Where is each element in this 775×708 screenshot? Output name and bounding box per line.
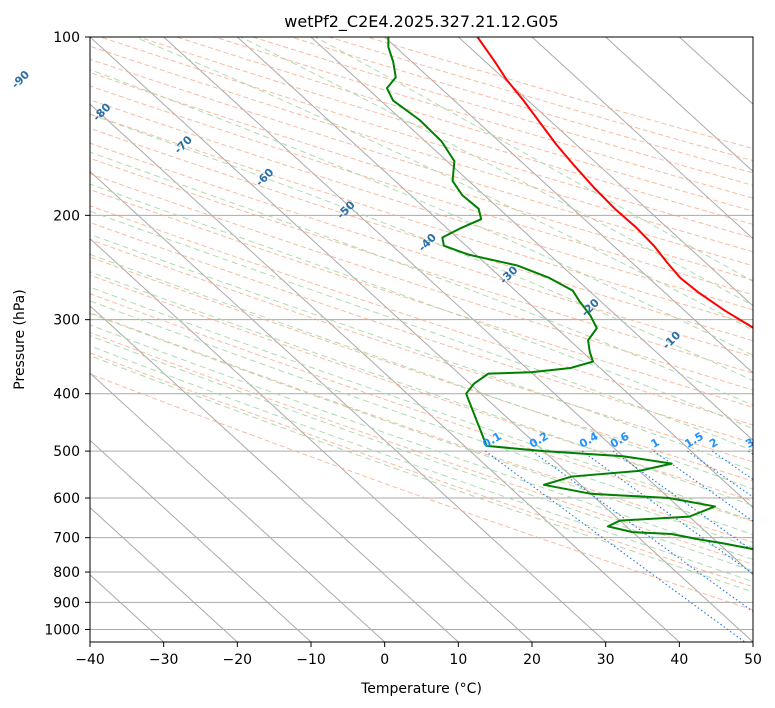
plot-frame — [89, 36, 754, 643]
x-axis-label: Temperature (°C) — [360, 681, 482, 697]
y-tick-label: 400 — [53, 387, 80, 403]
moist-adiabat-line — [90, 151, 753, 406]
isotherm-line — [90, 439, 312, 642]
moist-adiabat-line — [90, 324, 753, 561]
dewpoint-profile-line — [385, 37, 753, 551]
x-tick-label: 30 — [597, 652, 615, 668]
dry-adiabats — [90, 37, 753, 611]
isotherm-line — [90, 170, 607, 642]
x-tick-label: 20 — [523, 652, 541, 668]
temperature-profile-line — [476, 37, 753, 329]
x-tick-label: −20 — [223, 652, 253, 668]
isotherm-line — [531, 37, 753, 240]
x-tick-label: 10 — [449, 652, 467, 668]
y-axis-ticks: 1000 900 800 700 600 500 400 300 200 100 — [44, 30, 90, 638]
x-tick-label: −30 — [149, 652, 179, 668]
y-tick-label: 200 — [53, 208, 80, 224]
y-tick-label: 500 — [53, 444, 80, 460]
dry-adiabat-label: -90 — [9, 68, 32, 91]
dry-adiabat-line — [90, 85, 753, 296]
mixing-ratio-line — [581, 450, 753, 575]
y-tick-label: 700 — [53, 531, 80, 547]
isotherm-line — [236, 37, 753, 509]
y-tick-label: 600 — [53, 491, 80, 507]
dry-adiabat-line — [90, 274, 753, 502]
x-tick-label: 0 — [380, 652, 389, 668]
y-tick-label: 800 — [53, 565, 80, 581]
profile-series — [385, 37, 753, 551]
dry-adiabat-line — [90, 332, 753, 565]
dry-adiabat-line — [90, 373, 753, 611]
moist-adiabat-line — [90, 233, 753, 472]
grid-lines — [90, 37, 753, 642]
isotherm-line — [90, 37, 753, 642]
x-axis-ticks: −40 −30 −20 −10 0 10 20 30 40 50 — [75, 642, 762, 668]
moist-adiabat-line — [90, 69, 753, 356]
moist-adiabat-line — [240, 37, 753, 306]
dry-adiabat-line — [90, 99, 753, 311]
y-tick-label: 900 — [53, 595, 80, 611]
moist-adiabat-line — [90, 183, 753, 430]
y-tick-label: 100 — [53, 30, 80, 46]
x-tick-label: 50 — [744, 652, 762, 668]
moist-adiabat-line — [134, 37, 753, 331]
x-tick-label: −40 — [75, 652, 105, 668]
chart-title: wetPf2_C2E4.2025.327.21.12.G05 — [284, 12, 558, 32]
y-axis-label: Pressure (hPa) — [12, 289, 28, 389]
isotherm-line — [752, 37, 753, 38]
isotherm-line — [163, 37, 753, 576]
isotherm-line — [90, 372, 386, 642]
dry-adiabat-line — [90, 113, 753, 326]
moist-adiabat-line — [90, 271, 753, 507]
isotherm-line — [457, 37, 753, 307]
isotherm-line — [90, 103, 680, 642]
isotherm-line — [384, 37, 753, 374]
isotherm-line — [90, 305, 459, 642]
y-tick-label: 300 — [53, 313, 80, 329]
x-tick-label: 40 — [670, 652, 688, 668]
y-tick-label: 1000 — [44, 622, 80, 638]
isotherm-line — [90, 506, 238, 642]
x-tick-label: −10 — [296, 652, 326, 668]
mixing-ratio-line — [485, 450, 746, 642]
isotherm-line — [90, 237, 533, 642]
dry-adiabat-line — [90, 312, 753, 543]
